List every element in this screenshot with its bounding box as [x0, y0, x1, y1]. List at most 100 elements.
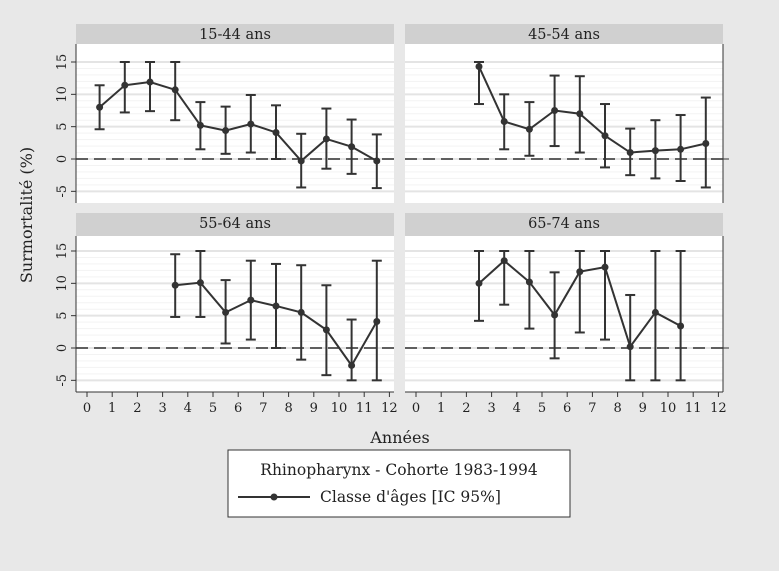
x-tick-label: 9 — [639, 401, 647, 416]
y-tick-label: 0 — [55, 155, 70, 163]
legend: Rhinopharynx - Cohorte 1983-1994 Classe … — [227, 449, 571, 518]
data-point — [475, 63, 483, 71]
data-point — [348, 361, 356, 369]
x-tick-label: 4 — [513, 401, 521, 416]
plot-area — [76, 44, 394, 203]
x-tick-label: 11 — [685, 401, 702, 416]
data-point — [551, 311, 559, 319]
data-point — [297, 308, 305, 316]
x-tick-label: 0 — [412, 401, 420, 416]
data-point — [576, 110, 584, 118]
x-tick-label: 4 — [184, 401, 192, 416]
plot-area — [405, 236, 723, 392]
data-point — [196, 279, 204, 287]
data-point — [171, 281, 179, 289]
x-tick-label: 8 — [613, 401, 621, 416]
data-point — [677, 145, 685, 153]
data-point — [702, 139, 710, 147]
y-axis-label: Surmortalité (%) — [17, 147, 36, 283]
y-tick-label: 10 — [55, 275, 70, 292]
x-tick-label: 6 — [563, 401, 571, 416]
x-tick-label: 3 — [158, 401, 166, 416]
data-point — [348, 143, 356, 151]
data-point — [551, 107, 559, 114]
x-tick-label: 12 — [710, 401, 727, 416]
data-point — [626, 343, 634, 351]
plot-area — [76, 236, 394, 392]
data-point — [247, 120, 255, 128]
data-point — [322, 326, 330, 334]
data-point — [475, 279, 483, 287]
panel-title: 15-44 ans — [199, 27, 271, 43]
data-point — [272, 302, 280, 310]
data-point — [500, 117, 508, 125]
x-tick-label: 9 — [310, 401, 318, 416]
panel-title: 45-54 ans — [528, 27, 600, 43]
data-point — [171, 86, 179, 94]
data-point — [525, 278, 533, 286]
y-tick-label: -5 — [55, 185, 70, 198]
data-point — [500, 257, 508, 265]
data-point — [626, 149, 634, 157]
panel-15-44-ans: 15-44 ans -5 0 5 10 15 — [55, 24, 394, 203]
y-tick-label: 10 — [55, 86, 70, 103]
legend-title: Rhinopharynx - Cohorte 1983-1994 — [260, 461, 538, 479]
data-point — [651, 308, 659, 316]
panel-strip — [76, 213, 394, 236]
legend-box — [227, 449, 571, 518]
data-point — [373, 157, 381, 165]
x-tick-label: 5 — [209, 401, 217, 416]
panel-title: 55-64 ans — [199, 216, 271, 232]
data-point — [297, 157, 305, 165]
data-point — [601, 263, 609, 271]
data-point — [121, 81, 129, 89]
x-tick-label: 10 — [660, 401, 677, 416]
y-tick-label: 0 — [55, 344, 70, 352]
panel-strip — [405, 213, 723, 236]
x-tick-label: 11 — [356, 401, 373, 416]
data-point — [651, 147, 659, 155]
data-point — [222, 127, 230, 135]
x-tick-label: 5 — [538, 401, 546, 416]
panel-title: 65-74 ans — [528, 216, 600, 232]
data-point — [525, 125, 533, 133]
legend-entry: Classe d'âges [IC 95%] — [320, 488, 501, 506]
panel-45-54-ans: 45-54 ans — [405, 24, 729, 203]
y-tick-label: 5 — [55, 312, 70, 320]
data-point — [373, 317, 381, 325]
x-axis-label: Années — [369, 428, 429, 447]
x-tick-label: 2 — [462, 401, 470, 416]
y-tick-label: 15 — [55, 54, 70, 71]
x-tick-label: 8 — [284, 401, 292, 416]
x-tick-label: 12 — [381, 401, 398, 416]
x-tick-label: 1 — [437, 401, 445, 416]
data-point — [322, 135, 330, 143]
x-tick-label: 3 — [487, 401, 495, 416]
x-tick-label: 6 — [234, 401, 242, 416]
data-point — [222, 308, 230, 316]
x-tick-label: 10 — [331, 401, 348, 416]
y-tick-label: 5 — [55, 123, 70, 131]
x-tick-label: 7 — [588, 401, 596, 416]
legend-dot-marker — [270, 493, 278, 501]
data-point — [247, 296, 255, 304]
x-tick-label: 0 — [83, 401, 91, 416]
data-point — [272, 128, 280, 136]
series-line — [478, 66, 707, 154]
data-point — [601, 132, 609, 140]
panel-strip — [405, 24, 723, 44]
data-point — [677, 322, 685, 330]
plot-area — [405, 44, 723, 203]
x-tick-label: 2 — [133, 401, 141, 416]
y-tick-label: 15 — [55, 243, 70, 260]
data-point — [576, 268, 584, 276]
x-tick-label: 7 — [259, 401, 267, 416]
data-point — [96, 103, 104, 111]
panel-strip — [76, 24, 394, 44]
x-tick-label: 1 — [108, 401, 116, 416]
data-point — [146, 78, 154, 86]
